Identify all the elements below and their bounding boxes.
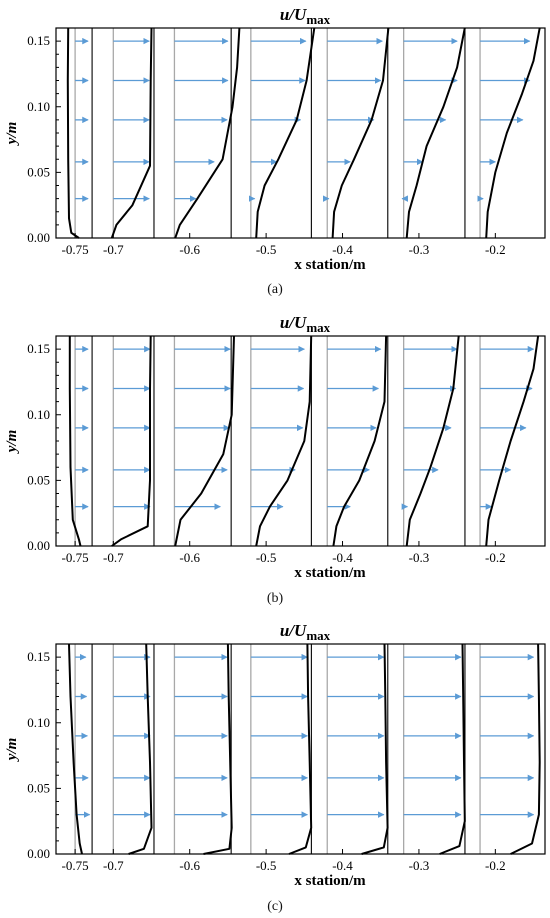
- velocity-profile: [68, 336, 82, 547]
- velocity-profile: [331, 27, 390, 239]
- velocity-profile: [174, 27, 241, 239]
- velocity-profile: [66, 27, 80, 239]
- y-tick-label: 0.05: [27, 780, 50, 795]
- chart-title-subscript: max: [306, 12, 330, 27]
- y-tick-label: 0.00: [27, 230, 50, 245]
- velocity-profile: [255, 335, 313, 547]
- x-tick-label: -0.75: [62, 550, 89, 565]
- velocity-profile: [485, 27, 541, 239]
- y-tick-label: 0.10: [27, 407, 50, 422]
- y-tick-label: 0.00: [27, 538, 50, 553]
- x-tick-label: -0.75: [62, 242, 89, 257]
- velocity-profile: [485, 335, 540, 547]
- chart-title: u/Umax: [280, 621, 331, 643]
- velocity-profile: [288, 643, 313, 855]
- velocity-profile: [111, 335, 152, 547]
- x-axis-label: x station/m: [294, 257, 366, 273]
- y-tick-label: 0.00: [27, 846, 50, 861]
- plot-frame: [55, 643, 546, 855]
- plot-frame: [55, 27, 546, 239]
- y-axis-label: y/m: [4, 122, 20, 147]
- x-tick-label: -0.6: [179, 242, 200, 257]
- y-tick-label: 0.05: [27, 472, 50, 487]
- x-tick-label: -0.7: [103, 242, 124, 257]
- velocity-profile: [439, 643, 466, 855]
- velocity-profile: [332, 335, 388, 547]
- x-tick-label: -0.3: [409, 858, 430, 873]
- y-axis-label: y/m: [4, 738, 20, 763]
- y-tick-label: 0.05: [27, 164, 50, 179]
- x-tick-label: -0.4: [332, 550, 353, 565]
- x-axis-label: x station/m: [294, 873, 366, 889]
- velocity-profile: [203, 643, 233, 855]
- x-axis-label: x station/m: [294, 565, 366, 581]
- x-tick-label: -0.2: [485, 550, 506, 565]
- x-tick-label: -0.5: [256, 858, 277, 873]
- chart-title-subscript: max: [306, 320, 330, 335]
- chart-title: u/Umax: [280, 313, 331, 335]
- y-tick-label: 0.15: [27, 341, 50, 356]
- velocity-profile: [68, 643, 83, 855]
- velocity-profile: [405, 27, 466, 239]
- x-tick-label: -0.2: [485, 858, 506, 873]
- x-tick-label: -0.3: [409, 242, 430, 257]
- x-tick-label: -0.5: [256, 550, 277, 565]
- caption-b: (b): [266, 591, 284, 606]
- panel-a: u/Umax 0.00 0.05 0.10 0.15 -0.75 -0.7 -0.6 -0.5 -…: [4, 5, 546, 273]
- velocity-profile: [510, 643, 541, 855]
- chart-title: u/Umax: [280, 5, 331, 27]
- y-axis-label: y/m: [4, 430, 20, 455]
- y-tick-label: 0.10: [27, 99, 50, 114]
- x-tick-label: -0.6: [179, 550, 200, 565]
- velocity-profile: [255, 27, 316, 239]
- x-tick-label: -0.7: [103, 550, 124, 565]
- velocity-profile: [361, 643, 389, 855]
- y-tick-label: 0.10: [27, 715, 50, 730]
- y-tick-label: 0.15: [27, 33, 50, 48]
- plot-frame: [55, 335, 546, 547]
- x-tick-label: -0.75: [62, 858, 89, 873]
- caption-c: (c): [267, 899, 283, 914]
- x-tick-label: -0.5: [256, 242, 277, 257]
- x-tick-label: -0.6: [179, 858, 200, 873]
- panel-c: u/Umax 0.00 0.05 0.10 0.15 -0.75 -0.7 -0.6 -0.5 -…: [4, 621, 546, 889]
- y-tick-label: 0.15: [27, 649, 50, 664]
- x-tick-label: -0.4: [332, 242, 353, 257]
- chart-title-subscript: max: [306, 628, 330, 643]
- velocity-profile: [174, 335, 235, 547]
- velocity-profile: [405, 335, 460, 547]
- x-tick-label: -0.3: [409, 550, 430, 565]
- velocity-profile: [110, 27, 153, 239]
- x-tick-label: -0.4: [332, 858, 353, 873]
- x-tick-label: -0.7: [103, 858, 124, 873]
- x-tick-label: -0.2: [485, 242, 506, 257]
- velocity-profile: [128, 643, 153, 855]
- panel-b: u/Umax 0.00 0.05 0.10 0.15 -0.75 -0.7 -0.6 -0.5 -…: [4, 313, 546, 581]
- caption-a: (a): [267, 282, 283, 297]
